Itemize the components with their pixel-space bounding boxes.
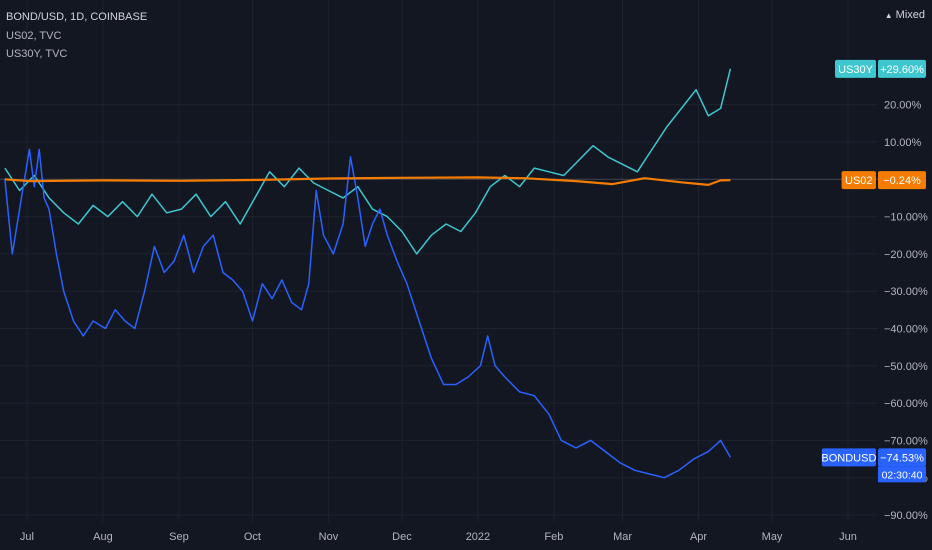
tag-value-box [878,448,926,467]
y-tick-label: 20.00% [884,100,922,112]
tag-countdown: 02:30:40 [882,469,923,481]
y-tick-label: −30.00% [884,286,928,298]
tag-value-box [878,59,926,78]
y-tick-label: −10.00% [884,212,928,224]
y-tick-label: −60.00% [884,398,928,410]
x-tick-label: Oct [244,531,261,543]
y-tick-label: −50.00% [884,361,928,373]
axis-tag-us30y[interactable]: US30Y +29.60% [835,59,926,78]
scale-mode-button[interactable]: ▲ Mixed [879,6,925,24]
series-layer [4,68,732,479]
x-tick-label: Apr [690,531,707,543]
x-tick-label: May [762,531,783,543]
tag-name-box [835,59,876,78]
tag-value: +29.60% [880,64,924,76]
series-line-us02[interactable] [4,176,731,186]
x-tick-label: Dec [392,531,412,543]
scale-mode-label: Mixed [895,9,925,21]
chart-grid [0,0,878,522]
tag-name-box [821,448,876,467]
chevron-up-icon: ▲ [884,10,893,20]
y-tick-label: −70.00% [884,435,928,447]
legend-us02[interactable]: US02, TVC [6,30,62,42]
x-tick-label: Mar [613,531,632,543]
tag-value-box [878,171,926,190]
tag-countdown-box [878,466,926,483]
tag-value: −74.53% [880,452,924,464]
axis-tags: US30Y +29.60% US02 −0.24% BONDUSD −74.53% 02:3… [821,59,926,483]
tag-name: US30Y [838,64,874,76]
series-line-us30y[interactable] [4,68,732,255]
x-tick-label: 2022 [466,531,490,543]
y-tick-label: −90.00% [884,510,928,522]
chart-title[interactable]: BOND/USD, 1D, COINBASE [6,11,148,23]
tag-name: BONDUSD [821,452,876,464]
series-line-bondusd[interactable] [4,148,732,479]
x-tick-label: Feb [544,531,563,543]
x-axis: Jul Aug Sep Oct Nov Dec 2022 Feb Mar Apr May Jun [20,531,857,543]
tag-name: US02 [845,175,873,187]
y-tick-label: −20.00% [884,249,928,261]
legend-us30y[interactable]: US30Y, TVC [6,48,68,60]
y-tick-label: 10.00% [884,137,922,149]
x-tick-label: Jul [20,531,34,543]
tag-value: −0.24% [883,175,921,187]
x-tick-label: Jun [839,531,857,543]
x-tick-label: Aug [93,531,113,543]
axis-tag-us02[interactable]: US02 −0.24% [841,171,926,190]
tag-name-box [841,171,876,190]
axis-tag-bondusd[interactable]: BONDUSD −74.53% 02:30:40 [821,448,926,483]
x-tick-label: Nov [319,531,339,543]
y-tick-label: −40.00% [884,324,928,336]
x-tick-label: Sep [169,531,189,543]
